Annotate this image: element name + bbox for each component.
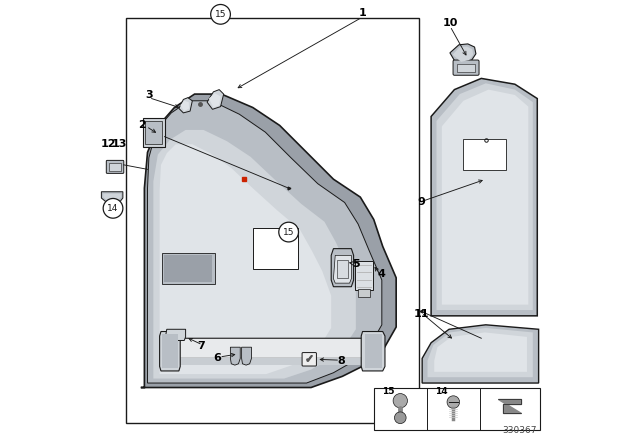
Polygon shape xyxy=(159,144,332,374)
Polygon shape xyxy=(435,332,527,372)
FancyBboxPatch shape xyxy=(106,160,124,173)
Text: 15: 15 xyxy=(283,228,294,237)
Bar xyxy=(127,18,419,423)
Text: 5: 5 xyxy=(352,259,360,269)
Polygon shape xyxy=(163,334,177,368)
Polygon shape xyxy=(163,253,215,284)
Polygon shape xyxy=(436,83,533,310)
Polygon shape xyxy=(422,325,539,383)
Text: 9: 9 xyxy=(417,198,425,207)
FancyBboxPatch shape xyxy=(358,289,370,297)
Text: 3: 3 xyxy=(145,90,153,100)
Circle shape xyxy=(211,4,230,24)
Text: 330367: 330367 xyxy=(503,426,538,435)
Polygon shape xyxy=(361,332,385,371)
FancyBboxPatch shape xyxy=(463,139,506,170)
Text: 12: 12 xyxy=(100,139,116,149)
Polygon shape xyxy=(253,228,298,269)
Text: 11: 11 xyxy=(413,310,429,319)
Polygon shape xyxy=(154,130,356,379)
Text: 15: 15 xyxy=(215,10,227,19)
Polygon shape xyxy=(164,338,380,358)
Polygon shape xyxy=(180,101,189,111)
FancyBboxPatch shape xyxy=(109,163,121,171)
FancyBboxPatch shape xyxy=(453,60,479,75)
Text: 6: 6 xyxy=(213,353,221,363)
Polygon shape xyxy=(164,255,212,282)
Polygon shape xyxy=(101,192,123,204)
Text: 1: 1 xyxy=(358,9,367,18)
Polygon shape xyxy=(230,347,240,365)
Polygon shape xyxy=(141,94,396,388)
FancyBboxPatch shape xyxy=(457,64,475,72)
Polygon shape xyxy=(452,47,473,62)
Polygon shape xyxy=(159,332,180,371)
Polygon shape xyxy=(207,90,224,109)
FancyBboxPatch shape xyxy=(145,121,163,144)
Bar xyxy=(374,388,540,430)
Polygon shape xyxy=(332,249,353,287)
Polygon shape xyxy=(499,399,521,413)
Circle shape xyxy=(279,222,298,242)
Text: 14: 14 xyxy=(435,387,447,396)
FancyBboxPatch shape xyxy=(143,118,164,147)
Text: 7: 7 xyxy=(197,341,205,351)
Polygon shape xyxy=(209,93,221,108)
Circle shape xyxy=(394,412,406,424)
Text: 4: 4 xyxy=(378,269,386,279)
Text: 8: 8 xyxy=(338,356,346,366)
Polygon shape xyxy=(179,98,192,113)
Polygon shape xyxy=(165,329,186,340)
FancyBboxPatch shape xyxy=(355,261,373,290)
Polygon shape xyxy=(242,347,252,365)
Polygon shape xyxy=(103,194,121,202)
Polygon shape xyxy=(431,78,538,316)
Circle shape xyxy=(103,198,123,218)
Circle shape xyxy=(393,393,408,408)
Polygon shape xyxy=(333,255,351,283)
Text: 14: 14 xyxy=(108,204,118,213)
FancyBboxPatch shape xyxy=(337,260,348,278)
Circle shape xyxy=(447,396,460,409)
Text: 13: 13 xyxy=(111,139,127,149)
Polygon shape xyxy=(365,334,382,368)
Text: 2: 2 xyxy=(138,121,146,130)
Polygon shape xyxy=(450,44,476,63)
Text: 15: 15 xyxy=(382,387,394,396)
Text: 10: 10 xyxy=(442,18,458,28)
Polygon shape xyxy=(442,90,529,305)
Polygon shape xyxy=(148,101,382,383)
Polygon shape xyxy=(428,328,533,377)
FancyBboxPatch shape xyxy=(302,353,316,366)
Polygon shape xyxy=(165,358,380,365)
